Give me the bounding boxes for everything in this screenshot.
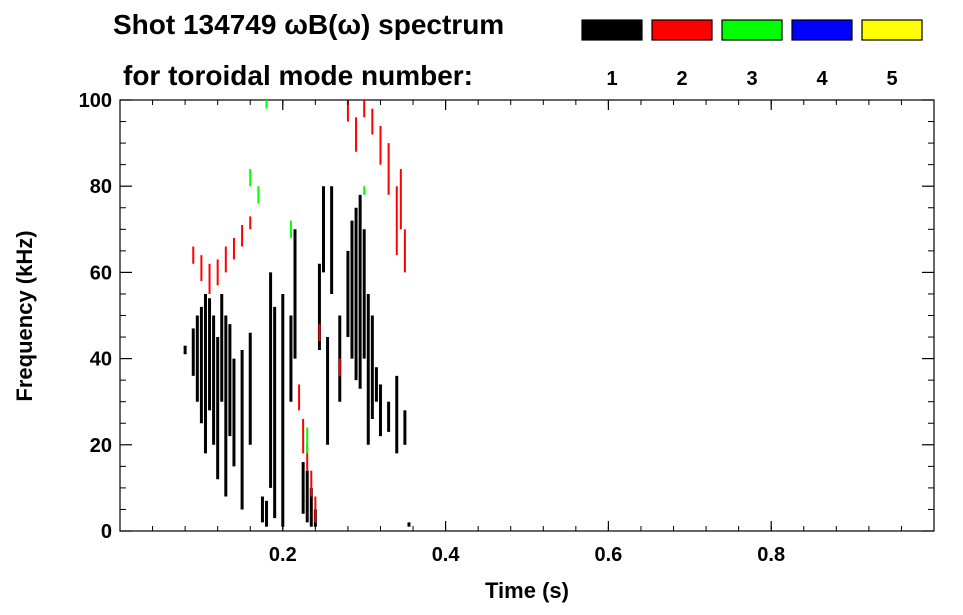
legend-label-5: 5 [886, 68, 897, 90]
legend-swatch-2 [651, 19, 713, 41]
legend-swatch-5 [861, 19, 923, 41]
y-tick-label: 40 [90, 349, 112, 371]
series-mode-3 [249, 100, 366, 454]
legend-swatch-3 [721, 19, 783, 41]
y-axis-label: Frequency (kHz) [12, 230, 37, 401]
legend-swatch-1 [581, 19, 643, 41]
chart-subtitle: for toroidal mode number: [123, 60, 473, 91]
legend-label-4: 4 [816, 68, 828, 90]
x-tick-label: 0.8 [757, 544, 785, 566]
y-tick-label: 100 [79, 90, 112, 112]
series-mode-1 [183, 186, 411, 527]
legend-label-1: 1 [606, 68, 617, 90]
legend: 1 2 3 4 5 [581, 19, 923, 90]
x-tick-label: 0.6 [594, 544, 622, 566]
y-tick-label: 60 [90, 262, 112, 284]
legend-label-2: 2 [676, 68, 687, 90]
x-tick-label: 0.4 [432, 544, 461, 566]
data-marks [183, 100, 411, 527]
y-tick-label: 80 [90, 176, 112, 198]
y-tick-label: 20 [90, 435, 112, 457]
x-axis-label: Time (s) [485, 578, 569, 603]
legend-label-3: 3 [746, 68, 757, 90]
chart-title: Shot 134749 ωB(ω) spectrum [113, 9, 504, 40]
axis-ticks: 0.2 0.4 0.6 0.8 0 20 40 60 80 100 [79, 90, 934, 566]
x-tick-label: 0.2 [269, 544, 297, 566]
legend-swatch-4 [791, 19, 853, 41]
y-tick-label: 0 [101, 521, 112, 543]
